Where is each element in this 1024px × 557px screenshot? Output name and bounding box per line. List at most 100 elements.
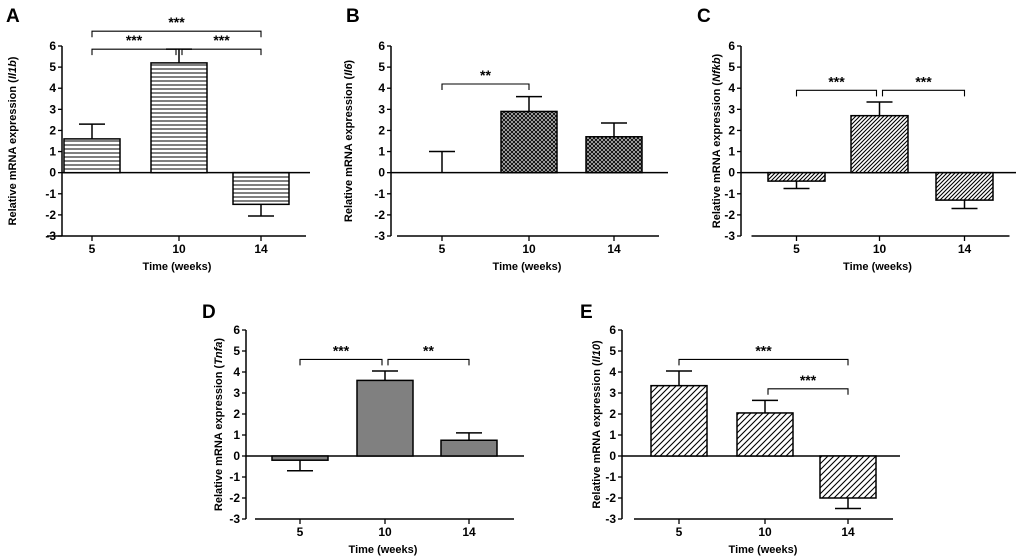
y-tick-label: 2 [233,407,240,421]
y-tick-label: 0 [609,449,616,463]
y-tick-label: -2 [605,491,616,505]
significance-label: *** [213,32,230,48]
y-axis-title-gene: Il6 [343,63,355,76]
y-tick-label: 2 [378,123,385,137]
bar [767,171,826,182]
x-tick-label: 5 [89,242,96,256]
y-tick-label: 3 [609,386,616,400]
x-axis-title: Time (weeks) [843,261,912,273]
panel-letter: B [346,6,360,27]
x-axis-title: Time (weeks) [349,544,418,556]
y-tick-label: 6 [728,39,735,53]
panel-e: E -3 -2 -1 0 1 2 3 4 5 6 5 10 14 Time (weeks) Relative … [580,302,900,556]
y-tick-label: 5 [378,60,385,74]
bar [819,455,877,499]
y-tick-label: 0 [728,166,735,180]
significance-label: ** [423,342,434,358]
bar [935,171,994,201]
significance-label: *** [800,372,817,388]
y-axis-title-prefix: Relative mRNA expression ( [711,82,723,229]
x-tick-label: 5 [676,525,683,539]
significance-label: *** [755,342,772,358]
x-tick-label: 5 [439,242,446,256]
y-axis-title-suffix: ) [591,340,603,344]
y-tick-label: 5 [49,60,56,74]
y-axis-title: Relative mRNA expression (Il10) [591,340,603,509]
x-tick-label: 10 [378,525,392,539]
y-axis-title-prefix: Relative mRNA expression ( [591,362,603,509]
x-tick-label: 14 [607,242,621,256]
y-tick-label: -2 [724,208,735,222]
bar [271,455,329,461]
significance-bracket [881,89,966,97]
y-tick-label: 1 [728,145,735,159]
bar [850,114,909,174]
x-axis-title: Time (weeks) [493,261,562,273]
significance-bracket [299,358,383,366]
y-axis-title-prefix: Relative mRNA expression ( [7,79,19,226]
y-tick-label: 3 [378,102,385,116]
y-axis-title-suffix: ) [7,56,19,60]
y-tick-label: 6 [233,323,240,337]
significance-label: ** [480,67,491,83]
y-tick-label: 0 [233,449,240,463]
x-tick-label: 14 [958,242,972,256]
significance-bracket [387,358,470,366]
y-axis-title-gene: Nfkb [711,57,723,82]
panel-c: C -3 -2 -1 0 1 2 3 4 5 6 5 10 14 Time (weeks) Relative … [697,6,1016,273]
y-tick-label: 4 [609,365,616,379]
y-tick-label: 3 [233,386,240,400]
y-tick-label: 3 [728,102,735,116]
y-axis-title-suffix: ) [343,60,355,64]
x-axis-title: Time (weeks) [143,261,212,273]
y-tick-label: 2 [49,123,56,137]
y-axis-title: Relative mRNA expression (Il6) [343,60,355,223]
significance-label: *** [828,73,845,89]
bar [500,110,558,174]
x-tick-label: 10 [873,242,887,256]
y-tick-label: 5 [728,60,735,74]
panel-letter: A [6,6,20,27]
y-axis-title: Relative mRNA expression (Tnfa) [213,338,225,512]
y-tick-label: -2 [374,208,385,222]
bar [650,384,708,457]
y-tick-label: 4 [728,81,735,95]
bar [63,138,121,174]
x-tick-label: 10 [172,242,186,256]
y-axis-title-suffix: ) [711,53,723,57]
bar [356,379,414,457]
significance-bracket [678,358,849,366]
y-tick-label: 1 [378,145,385,159]
y-tick-label: -1 [45,187,56,201]
significance-bracket [91,30,262,38]
x-tick-label: 14 [254,242,268,256]
y-tick-label: 1 [233,428,240,442]
significance-label: *** [126,32,143,48]
x-tick-label: 10 [758,525,772,539]
y-axis-title-prefix: Relative mRNA expression ( [213,364,225,511]
y-tick-label: 4 [378,81,385,95]
significance-bracket [795,89,878,97]
y-axis-title-gene: Il10 [591,343,603,362]
panel-letter: E [580,302,593,323]
y-tick-label: 6 [378,39,385,53]
y-tick-label: -2 [45,208,56,222]
bar [736,412,794,457]
y-tick-label: 3 [49,102,56,116]
y-tick-label: 5 [609,344,616,358]
bar [440,439,498,457]
y-tick-label: 0 [378,166,385,180]
x-tick-label: 14 [462,525,476,539]
significance-label: *** [915,73,932,89]
y-tick-label: -3 [724,229,735,243]
x-tick-label: 5 [297,525,304,539]
y-tick-label: -1 [605,470,616,484]
y-tick-label: -1 [724,187,735,201]
x-tick-label: 10 [522,242,536,256]
bar [150,62,208,174]
y-tick-label: 4 [49,81,56,95]
y-axis-title-suffix: ) [213,338,225,342]
y-axis-title-gene: Tnfa [213,342,225,365]
panel-letter: C [697,6,711,27]
y-tick-label: 2 [728,123,735,137]
